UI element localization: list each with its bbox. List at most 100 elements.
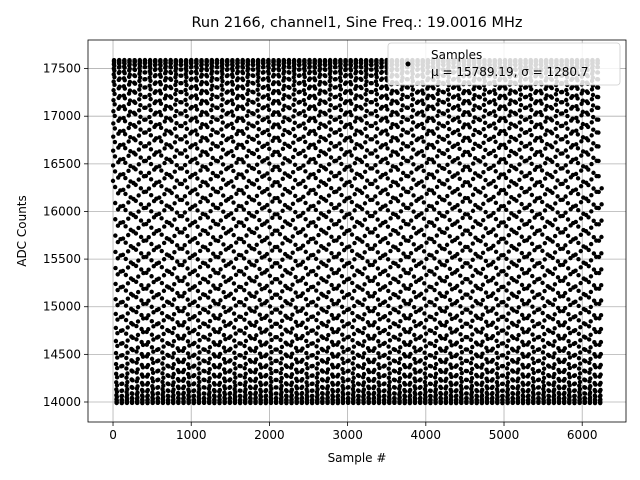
sample-point [259,365,264,370]
sample-point [408,234,414,240]
sample-point [261,116,267,122]
sample-point [475,342,480,347]
sample-point [192,219,198,224]
sample-point [460,183,465,188]
sample-point [488,197,493,202]
sample-point [435,102,440,107]
sample-point [294,370,300,375]
sample-point [349,168,354,173]
sample-point [468,264,473,269]
sample-point [415,89,421,94]
sample-point [182,290,187,296]
sample-point [238,373,243,378]
sample-point [166,341,171,347]
sample-point [377,365,382,371]
sample-point [304,371,309,376]
sample-point [455,235,460,241]
sample-point [323,81,328,86]
sample-point [255,120,260,126]
sample-point [362,282,367,287]
sample-point [496,223,501,229]
sample-point [220,97,225,102]
sample-point [301,88,307,93]
sample-point [233,331,238,336]
sample-point [393,261,398,266]
sample-point [478,343,484,348]
sample-point [305,365,310,371]
sample-point [217,372,223,377]
sample-point [119,397,125,403]
sample-point [197,264,203,270]
sample-point [495,375,500,380]
sample-point [238,341,243,346]
sample-point [464,368,470,374]
sample-point [494,350,499,356]
sample-point [228,334,233,339]
sample-point [423,383,428,388]
sample-point [158,101,164,106]
sample-point [385,257,391,262]
sample-point [187,355,192,360]
sample-point [207,395,212,400]
sample-point [210,83,215,88]
sample-point [222,396,228,401]
sample-point [480,282,486,287]
sample-point [292,162,298,167]
sample-point [421,232,427,238]
sample-point [406,270,411,276]
sample-point [202,321,208,327]
sample-point [480,297,486,303]
sample-point [128,121,133,127]
sample-point [434,265,439,271]
sample-point [460,295,465,301]
sample-point [421,125,426,131]
sample-point [292,79,297,84]
sample-point [298,213,303,218]
sample-point [434,311,439,317]
sample-point [421,91,426,96]
sample-point [360,330,365,336]
sample-point [130,385,135,390]
sample-point [308,116,313,121]
sample-point [323,198,329,203]
sample-point [478,271,483,276]
sample-point [122,86,128,91]
sample-point [158,125,164,130]
sample-point [169,255,175,261]
sample-point [413,294,419,300]
sample-point [144,270,149,276]
sample-point [385,119,390,124]
sample-point [435,113,440,119]
sample-point [248,359,254,364]
sample-point [137,68,143,74]
sample-point [210,114,215,120]
sample-point [423,317,429,323]
sample-point [363,82,368,88]
sample-point [448,339,453,344]
sample-point [146,186,152,191]
sample-point [204,74,210,79]
sample-point [434,338,439,344]
sample-point [327,108,332,113]
sample-point [246,163,251,168]
sample-point [161,303,167,309]
sample-point [127,79,133,85]
sample-point [139,312,144,318]
sample-point [431,86,436,91]
sample-point [385,160,390,166]
sample-point [186,389,192,394]
sample-point [409,155,414,160]
sample-point [314,288,319,293]
sample-point [185,201,190,206]
sample-point [413,309,419,315]
sample-point [197,324,202,330]
sample-point [444,333,449,338]
sample-point [377,287,383,292]
sample-point [225,89,230,94]
sample-point [465,321,470,327]
sample-point [375,201,380,206]
sample-point [243,371,248,376]
sample-point [282,156,287,161]
sample-point [257,326,263,331]
sample-point [352,224,357,229]
